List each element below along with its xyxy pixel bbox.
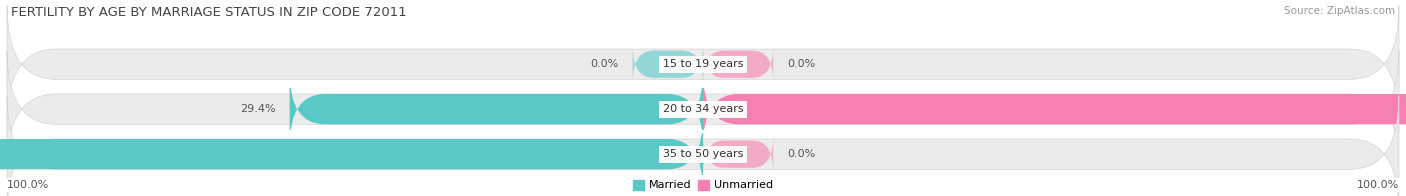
FancyBboxPatch shape bbox=[703, 46, 773, 82]
Text: 20 to 34 years: 20 to 34 years bbox=[662, 104, 744, 114]
Text: 100.0%: 100.0% bbox=[7, 180, 49, 190]
Text: 29.4%: 29.4% bbox=[240, 104, 276, 114]
Text: 35 to 50 years: 35 to 50 years bbox=[662, 149, 744, 159]
FancyBboxPatch shape bbox=[703, 136, 773, 172]
FancyBboxPatch shape bbox=[7, 51, 1399, 168]
Text: 15 to 19 years: 15 to 19 years bbox=[662, 59, 744, 69]
FancyBboxPatch shape bbox=[633, 46, 703, 82]
Text: 0.0%: 0.0% bbox=[787, 149, 815, 159]
FancyBboxPatch shape bbox=[7, 6, 1399, 123]
Text: 0.0%: 0.0% bbox=[787, 59, 815, 69]
FancyBboxPatch shape bbox=[703, 72, 1406, 147]
Legend: Married, Unmarried: Married, Unmarried bbox=[633, 180, 773, 191]
Text: FERTILITY BY AGE BY MARRIAGE STATUS IN ZIP CODE 72011: FERTILITY BY AGE BY MARRIAGE STATUS IN Z… bbox=[11, 6, 406, 19]
Text: 0.0%: 0.0% bbox=[591, 59, 619, 69]
FancyBboxPatch shape bbox=[290, 72, 703, 147]
FancyBboxPatch shape bbox=[7, 95, 1399, 196]
FancyBboxPatch shape bbox=[0, 117, 703, 192]
Text: Source: ZipAtlas.com: Source: ZipAtlas.com bbox=[1284, 6, 1395, 16]
Text: 100.0%: 100.0% bbox=[1357, 180, 1399, 190]
